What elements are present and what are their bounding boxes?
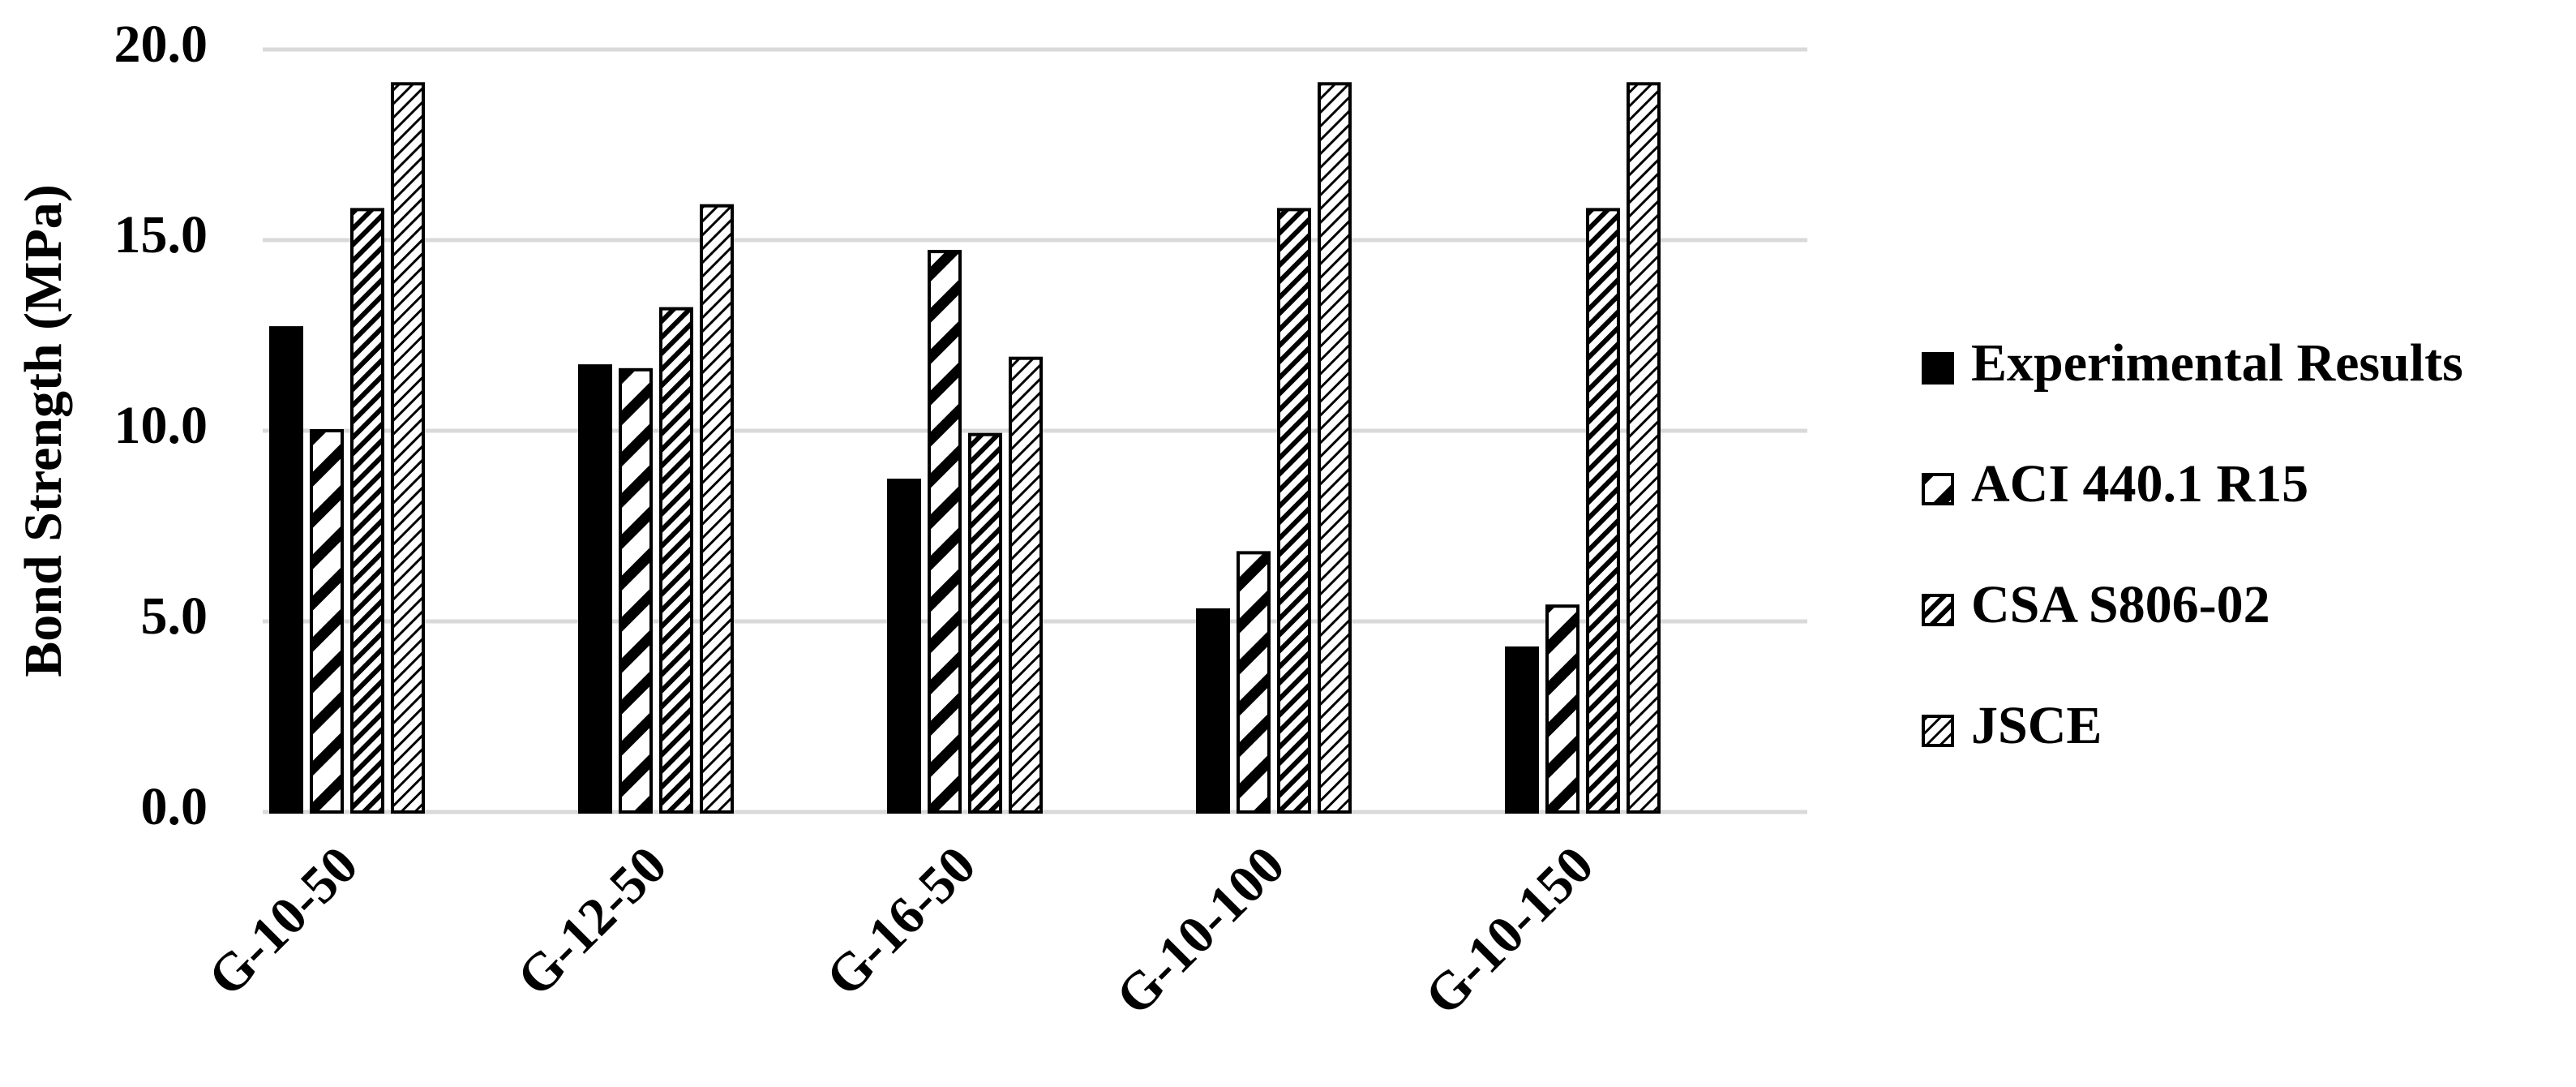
legend-label: Experimental Results	[1971, 333, 2463, 393]
x-tick-label: G-10-100	[1105, 836, 1297, 1027]
legend-label: ACI 440.1 R15	[1971, 454, 2308, 513]
bar	[1545, 604, 1579, 814]
bar	[887, 479, 921, 814]
x-tick-label: G-10-50	[197, 836, 369, 1008]
bar	[578, 364, 612, 814]
legend-swatch	[1922, 715, 1954, 747]
bar	[350, 208, 384, 814]
bar	[619, 367, 653, 814]
y-tick-label: 20.0	[114, 15, 208, 74]
bar	[1237, 551, 1271, 814]
bar	[1586, 208, 1620, 814]
bar	[968, 432, 1002, 814]
bar	[1009, 356, 1043, 814]
bar	[1277, 208, 1311, 814]
bar	[1505, 646, 1539, 814]
legend-swatch	[1922, 473, 1954, 505]
bar	[310, 429, 344, 814]
legend-swatch	[1922, 352, 1954, 385]
y-tick-label: 15.0	[114, 205, 208, 264]
x-tick-label: G-12-50	[506, 836, 678, 1008]
y-tick-label: 10.0	[114, 396, 208, 455]
bar	[1318, 82, 1352, 814]
bar	[269, 326, 303, 814]
bar	[700, 204, 734, 814]
bar	[1196, 608, 1230, 814]
legend-label: CSA S806-02	[1971, 575, 2270, 634]
x-tick-label: G-10-150	[1414, 836, 1605, 1027]
y-tick-label: 0.0	[141, 777, 208, 836]
bar	[659, 307, 693, 814]
bar	[928, 250, 962, 814]
bar	[1627, 82, 1661, 814]
x-tick-label: G-16-50	[815, 836, 987, 1008]
y-tick-label: 5.0	[141, 586, 208, 646]
y-axis-title: Bond Strength (MPa)	[14, 184, 73, 677]
legend-swatch	[1922, 594, 1954, 626]
legend-label: JSCE	[1971, 696, 2102, 755]
bar	[391, 82, 425, 814]
